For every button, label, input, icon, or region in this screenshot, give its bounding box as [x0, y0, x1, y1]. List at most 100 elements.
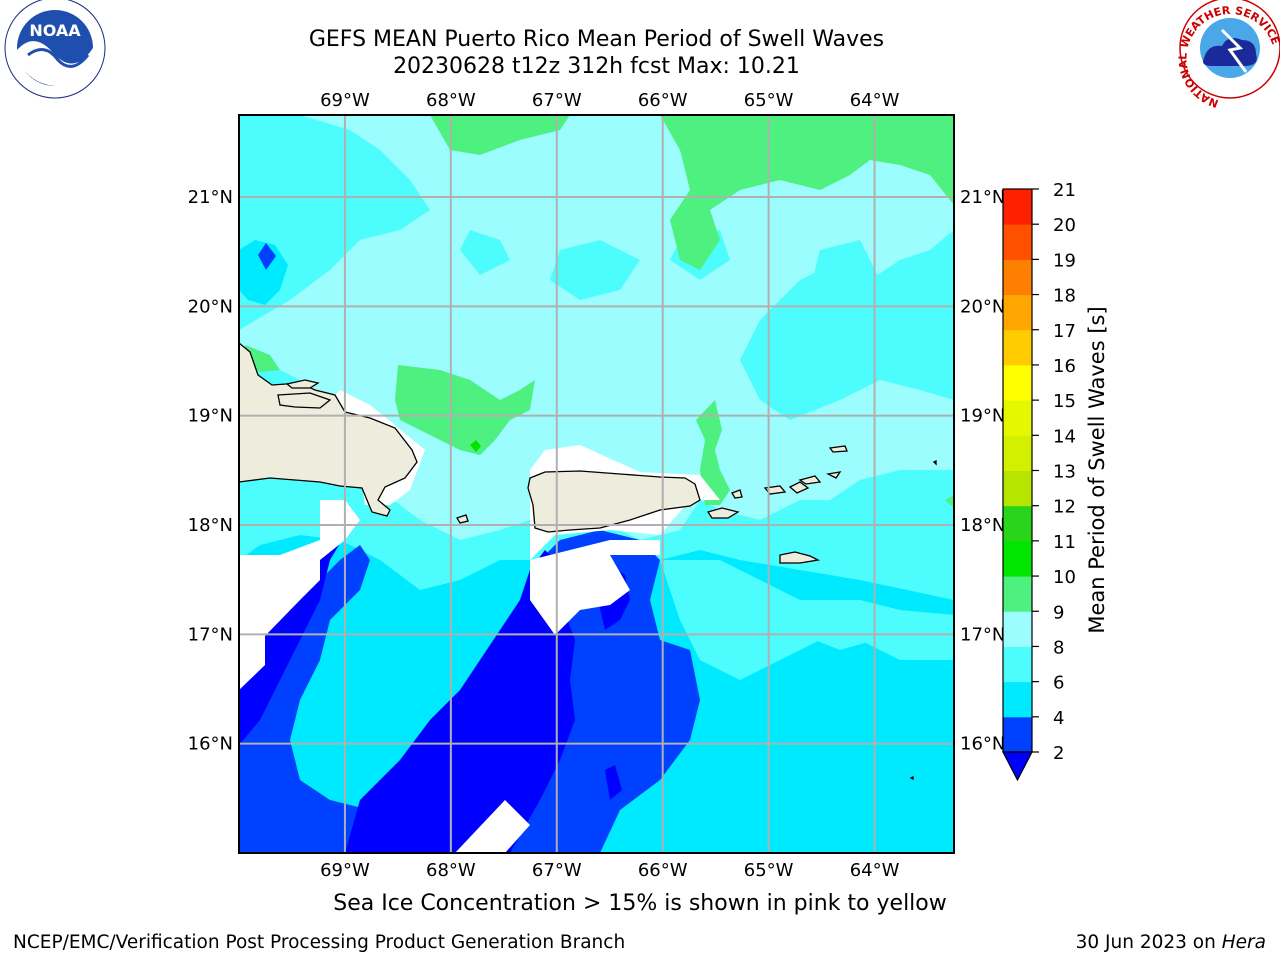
lat-tick-label-left: 17°N	[188, 624, 233, 645]
colorbar-tick-label: 8	[1053, 637, 1064, 658]
colorbar-tick-label: 17	[1053, 321, 1076, 342]
noaa-logo-text: NOAA	[29, 21, 81, 40]
colorbar-tick-label: 10	[1053, 567, 1076, 588]
colorbar-tick-label: 4	[1053, 708, 1064, 729]
lat-labels-left: 21°N 20°N 19°N 18°N 17°N 16°N	[188, 187, 233, 755]
land-tortola	[798, 475, 822, 485]
lon-labels-top: 69°W 68°W 67°W 66°W 65°W 64°W	[320, 90, 900, 111]
footer-date: 30 Jun 2023 on Hera	[1076, 932, 1266, 953]
lon-tick-label-top: 66°W	[638, 90, 688, 111]
figure-subtitle: 20230628 t12z 312h fcst Max: 10.21	[393, 54, 800, 79]
lon-tick-label-bottom: 66°W	[638, 860, 688, 881]
lat-tick-label-right: 20°N	[960, 296, 1005, 317]
nodata-south	[455, 800, 530, 853]
field-below-2-center	[345, 550, 575, 853]
lat-labels-right: 21°N 20°N 19°N 18°N 17°N 16°N	[960, 187, 1005, 755]
land-st-croix	[779, 551, 821, 564]
field-8-9-north	[239, 115, 954, 540]
land-culebra	[731, 489, 743, 499]
colorbar-segment	[1003, 576, 1032, 612]
land-islet-b	[909, 775, 914, 781]
lon-tick-label-bottom: 69°W	[320, 860, 370, 881]
colorbar-tick-label: 20	[1053, 215, 1076, 236]
land-tortuga	[285, 379, 320, 389]
colorbar-segment	[1003, 646, 1032, 683]
colorbar-segment	[1003, 505, 1032, 542]
lon-tick-label-top: 68°W	[426, 90, 476, 111]
lon-tick-label-top: 67°W	[532, 90, 582, 111]
colorbar-tick-label: 13	[1053, 462, 1076, 483]
land-mona	[456, 514, 469, 524]
colorbar-tick-label: 16	[1053, 356, 1076, 377]
colorbar-segment	[1003, 470, 1032, 507]
colorbar-segment	[1003, 716, 1032, 753]
land-virgin-gorda	[825, 471, 842, 479]
lat-tick-label-left: 21°N	[188, 187, 233, 208]
field-8-9-inner	[460, 230, 880, 300]
land-islet-a	[932, 459, 937, 466]
colorbar-segment	[1003, 681, 1032, 718]
gridlines	[239, 115, 954, 853]
lon-tick-label-bottom: 64°W	[850, 860, 900, 881]
field-below-2-south	[605, 765, 622, 800]
land	[239, 342, 937, 781]
land-gonave	[277, 392, 332, 409]
lat-tick-label-right: 17°N	[960, 624, 1005, 645]
land-anegada	[828, 445, 848, 453]
colorbar-tick-label: 6	[1053, 673, 1064, 694]
colorbar-tick-label: 18	[1053, 286, 1076, 307]
colorbar-segment	[1003, 224, 1032, 260]
lon-tick-label-bottom: 65°W	[744, 860, 794, 881]
colorbar-segment	[1003, 189, 1032, 225]
nodata-sw	[239, 500, 360, 690]
lon-labels-bottom: 69°W 68°W 67°W 66°W 65°W 64°W	[320, 860, 900, 881]
colorbar-extend-min	[1002, 751, 1033, 782]
footer-date-text: 30 Jun 2023 on	[1075, 932, 1222, 953]
lat-tick-label-left: 20°N	[188, 296, 233, 317]
lat-tick-label-left: 16°N	[188, 734, 233, 755]
footer-branch: NCEP/EMC/Verification Post Processing Pr…	[13, 932, 626, 953]
field-9-10-c	[395, 365, 535, 455]
lon-tick-label-top: 64°W	[850, 90, 900, 111]
field-10-11-dot	[470, 440, 481, 452]
field-below-2-sw	[239, 535, 345, 745]
lat-tick-label-left: 18°N	[188, 515, 233, 536]
colorbar-label: Mean Period of Swell Waves [s]	[1085, 306, 1109, 634]
lat-tick-label-right: 16°N	[960, 734, 1005, 755]
field-9-10-f	[945, 495, 954, 508]
lon-tick-label-bottom: 67°W	[532, 860, 582, 881]
colorbar-segment	[1003, 364, 1032, 401]
colorbar-segment	[1003, 400, 1032, 436]
colorbar-segment	[1003, 540, 1032, 577]
lat-tick-label-right: 19°N	[960, 406, 1005, 427]
colorbar-tick-label: 11	[1053, 532, 1076, 553]
colorbar-segment	[1003, 294, 1032, 331]
map-frame	[238, 114, 955, 854]
field-9-10-a	[430, 115, 570, 155]
colorbar-tick-label: 15	[1053, 391, 1076, 412]
figure-title: GEFS MEAN Puerto Rico Mean Period of Swe…	[308, 27, 885, 52]
colorbar-segment	[1003, 611, 1032, 647]
field-2-4-nw-dot	[258, 243, 276, 270]
colorbar-tick-label: 14	[1053, 426, 1076, 447]
lon-tick-label-top: 69°W	[320, 90, 370, 111]
colorbar: 2 4 6 8 9 10 11 12 13 14 15 16 17 18 19 20 21	[1002, 180, 1076, 782]
field-9-10-d	[696, 400, 730, 505]
field-9-10-b	[660, 115, 954, 270]
land-vieques	[706, 507, 740, 519]
lat-tick-label-right: 21°N	[960, 187, 1005, 208]
land-st-john	[788, 481, 810, 494]
colorbar-tick-label: 2	[1053, 743, 1064, 764]
sea-ice-note: Sea Ice Concentration > 15% is shown in …	[333, 891, 947, 916]
noaa-logo: NOAA	[4, 0, 106, 99]
field-6-8-patches	[660, 560, 954, 680]
colorbar-tick-label: 9	[1053, 602, 1064, 623]
lat-tick-label-right: 18°N	[960, 515, 1005, 536]
lat-tick-label-left: 19°N	[188, 406, 233, 427]
colorbar-segment	[1003, 435, 1032, 471]
colorbar-tick-label: 21	[1053, 180, 1076, 201]
map-area	[239, 115, 954, 853]
footer-host: Hera	[1221, 932, 1266, 953]
colorbar-segment	[1003, 329, 1032, 366]
